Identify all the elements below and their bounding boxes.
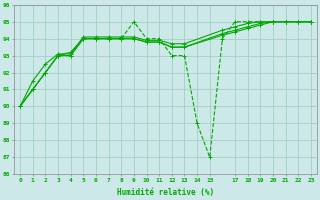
X-axis label: Humidité relative (%): Humidité relative (%) [117,188,214,197]
